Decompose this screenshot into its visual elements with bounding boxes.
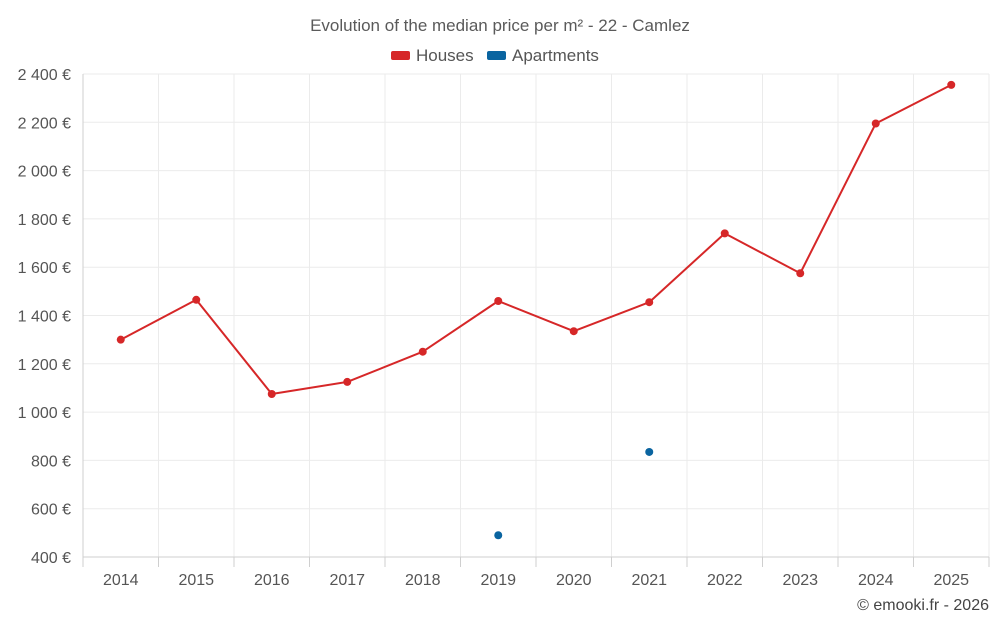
x-tick-label: 2016 <box>254 572 290 589</box>
chart-title: Evolution of the median price per m² - 2… <box>310 16 690 35</box>
legend-swatch-apartments <box>487 51 506 60</box>
y-tick-label: 1 400 € <box>18 309 71 326</box>
data-point-houses[interactable] <box>645 298 654 307</box>
legend-item-apartments[interactable]: Apartments <box>487 46 599 65</box>
y-tick-label: 1 800 € <box>18 212 71 229</box>
x-tick-label: 2023 <box>782 572 818 589</box>
legend-label-houses: Houses <box>416 46 474 65</box>
x-tick-label: 2024 <box>858 572 894 589</box>
data-point-apartments[interactable] <box>645 447 654 456</box>
x-tick-label: 2018 <box>405 572 441 589</box>
series-line-houses <box>120 83 952 395</box>
legend: Houses Apartments <box>391 46 599 65</box>
y-tick-label: 600 € <box>31 502 71 519</box>
data-point-houses[interactable] <box>418 347 427 356</box>
x-axis: 2014 2015 2016 2017 2018 2019 2020 2021 2022 2023… <box>82 556 990 589</box>
x-tick-label: 2022 <box>707 572 743 589</box>
data-point-apartments[interactable] <box>494 531 503 540</box>
data-point-houses[interactable] <box>116 335 125 344</box>
y-axis: 400 € 600 € 800 € 1 000 € 1 200 € 1 400 € 1 60… <box>18 67 84 567</box>
series-houses <box>116 80 956 398</box>
data-point-houses[interactable] <box>871 119 880 128</box>
data-point-houses[interactable] <box>192 295 201 304</box>
data-point-houses[interactable] <box>796 269 805 278</box>
y-tick-label: 2 200 € <box>18 115 71 132</box>
data-point-houses[interactable] <box>343 377 352 386</box>
legend-swatch-houses <box>391 51 410 60</box>
data-point-houses[interactable] <box>494 297 503 306</box>
x-tick-label: 2014 <box>103 572 139 589</box>
y-tick-label: 1 200 € <box>18 357 71 374</box>
x-tick-label: 2015 <box>178 572 214 589</box>
x-tick-label: 2017 <box>329 572 365 589</box>
data-point-houses[interactable] <box>720 229 729 238</box>
y-tick-label: 2 400 € <box>18 67 71 84</box>
x-tick-label: 2025 <box>933 572 969 589</box>
data-point-houses[interactable] <box>947 80 956 89</box>
y-tick-label: 400 € <box>31 550 71 567</box>
x-tick-label: 2020 <box>556 572 592 589</box>
y-tick-label: 1 000 € <box>18 405 71 422</box>
data-point-houses[interactable] <box>267 389 276 398</box>
x-tick-label: 2021 <box>631 572 667 589</box>
series <box>116 80 956 540</box>
y-tick-label: 2 000 € <box>18 164 71 181</box>
legend-item-houses[interactable]: Houses <box>391 46 474 65</box>
y-tick-label: 1 600 € <box>18 260 71 277</box>
y-tick-label: 800 € <box>31 453 71 470</box>
series-apartments <box>494 447 654 540</box>
data-point-houses[interactable] <box>569 327 578 336</box>
x-tick-label: 2019 <box>480 572 516 589</box>
credit-text: © emooki.fr - 2026 <box>857 597 989 614</box>
legend-label-apartments: Apartments <box>512 46 599 65</box>
